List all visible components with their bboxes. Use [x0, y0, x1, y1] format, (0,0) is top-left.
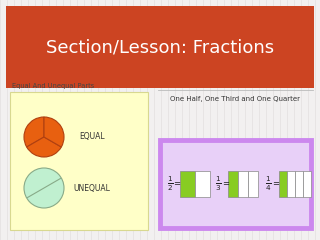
Text: =: = [222, 180, 229, 188]
Wedge shape [27, 137, 61, 157]
Bar [180, 171, 195, 197]
Text: $\frac{1}{2}$: $\frac{1}{2}$ [167, 175, 173, 193]
Bar [238, 171, 248, 197]
Bar [303, 171, 311, 197]
Circle shape [24, 168, 64, 208]
Text: =: = [272, 180, 279, 188]
Text: Section/Lesson: Fractions: Section/Lesson: Fractions [46, 38, 274, 56]
Bar [279, 171, 287, 197]
Bar [195, 171, 210, 197]
Text: UNEQUAL: UNEQUAL [74, 184, 110, 192]
Wedge shape [44, 117, 64, 147]
Text: One Half, One Third and One Quarter: One Half, One Third and One Quarter [171, 96, 300, 102]
Text: =: = [173, 180, 180, 188]
Text: $\frac{1}{4}$: $\frac{1}{4}$ [265, 175, 272, 193]
Wedge shape [24, 117, 44, 147]
Bar [287, 171, 295, 197]
Bar [295, 171, 303, 197]
Bar [10, 92, 148, 230]
Bar [228, 171, 238, 197]
Text: $\frac{1}{3}$: $\frac{1}{3}$ [215, 175, 222, 193]
Bar [248, 171, 258, 197]
Bar [6, 6, 314, 88]
Text: EQUAL: EQUAL [79, 132, 105, 142]
Bar [160, 140, 311, 228]
Text: Equal And Unequal Parts: Equal And Unequal Parts [12, 83, 94, 89]
